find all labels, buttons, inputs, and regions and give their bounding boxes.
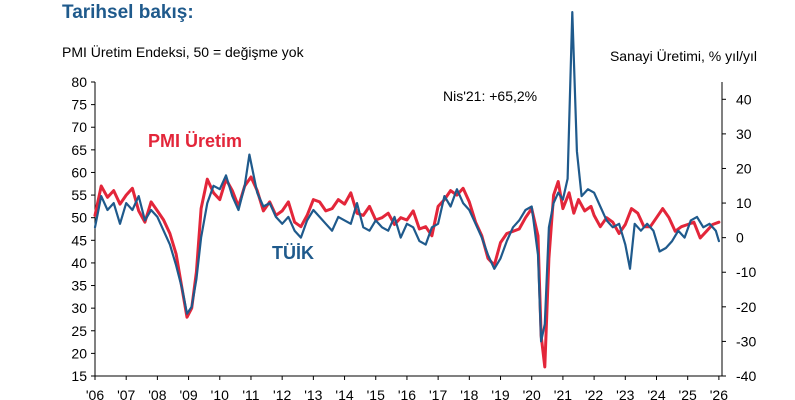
x-tick-label: '06 (86, 387, 104, 400)
x-tick-label: '20 (523, 387, 541, 400)
left-tick-label: 80 (71, 74, 87, 90)
x-tick-label: '07 (117, 387, 135, 400)
right-axis-label: Sanayi Üretimi, % yıl/yıl (609, 48, 757, 64)
left-tick-label: 25 (71, 323, 87, 339)
x-tick-label: '17 (429, 387, 447, 400)
x-tick-label: '26 (710, 387, 728, 400)
x-tick-label: '08 (148, 387, 166, 400)
left-tick-label: 45 (71, 232, 87, 248)
series-line-pmi (93, 175, 721, 369)
left-tick-label: 15 (71, 368, 87, 384)
left-tick-label: 55 (71, 187, 87, 203)
x-tick-label: '23 (616, 387, 634, 400)
left-tick-label: 20 (71, 345, 87, 361)
x-tick-label: '25 (679, 387, 697, 400)
series-line-tuik (93, 11, 721, 343)
right-tick-label: 30 (736, 126, 752, 142)
x-tick-label: '15 (367, 387, 385, 400)
chart-labels: PMI Üretim TÜİK Nis'21: +65,2% (148, 88, 537, 263)
x-tick-label: '11 (242, 387, 259, 400)
right-tick-label: 20 (736, 160, 752, 176)
left-tick-label: 50 (71, 210, 87, 226)
chart-axes: 15 20 25 30 35 40 45 50 55 60 65 70 75 80 -40 -30 -20 -10… (71, 74, 756, 400)
x-tick-label: '14 (335, 387, 353, 400)
x-tick-label: '16 (398, 387, 416, 400)
left-axis-label: PMI Üretim Endeksi, 50 = değişme yok (62, 44, 304, 60)
left-tick-label: 75 (71, 97, 87, 113)
right-tick-label: 10 (736, 195, 752, 211)
x-tick-label: '18 (460, 387, 478, 400)
x-tick-label: '13 (304, 387, 322, 400)
left-tick-label: 70 (71, 119, 87, 135)
x-tick-label: '21 (554, 387, 572, 400)
left-tick-label: 40 (71, 255, 87, 271)
chart-title: Tarihsel bakış: (62, 2, 194, 23)
left-tick-label: 30 (71, 300, 87, 316)
peak-annotation: Nis'21: +65,2% (443, 88, 537, 104)
chart-series (93, 11, 721, 369)
right-tick-label: -20 (736, 299, 756, 315)
right-tick-label: -40 (736, 368, 756, 384)
right-tick-label: -10 (736, 264, 756, 280)
x-tick-label: '10 (211, 387, 229, 400)
right-tick-label: -30 (736, 333, 756, 349)
series-label-pmi: PMI Üretim (148, 131, 242, 151)
x-tick-label: '19 (491, 387, 509, 400)
left-tick-label: 35 (71, 278, 87, 294)
right-tick-label: 40 (736, 91, 752, 107)
x-tick-label: '22 (585, 387, 603, 400)
x-tick-label: '24 (647, 387, 665, 400)
series-label-tuik: TÜİK (272, 243, 314, 263)
left-tick-label: 65 (71, 142, 87, 158)
right-tick-label: 0 (736, 230, 744, 246)
x-tick-label: '09 (179, 387, 197, 400)
left-tick-label: 60 (71, 164, 87, 180)
x-tick-label: '12 (273, 387, 291, 400)
